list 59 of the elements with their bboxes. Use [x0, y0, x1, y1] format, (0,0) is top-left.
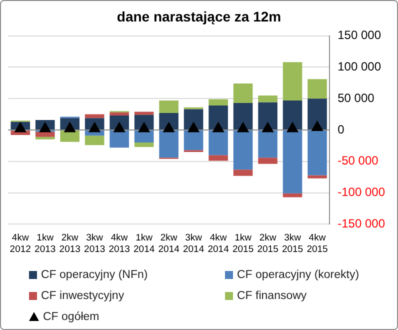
x-tick-label: 2kw 2013 — [59, 232, 80, 255]
bar — [233, 84, 253, 103]
x-tick-label: 1kw 2015 — [232, 232, 254, 255]
y-tick-label: 0 — [338, 122, 345, 136]
bar — [159, 100, 178, 114]
bar — [282, 100, 302, 130]
bar — [208, 155, 228, 161]
bar — [258, 130, 278, 158]
bar — [258, 95, 278, 102]
bar — [134, 130, 154, 143]
bar — [233, 102, 253, 130]
chart-title: dane narastające za 12m — [116, 8, 282, 24]
legend-label: CF operacyjny (korekty) — [237, 268, 360, 280]
x-tick-label: 4kw 2013 — [108, 232, 130, 255]
legend-label: CF inwestycyjny — [41, 290, 124, 302]
bar — [308, 130, 327, 176]
x-tick-label: 3kw 2013 — [84, 232, 106, 255]
bar — [308, 79, 327, 99]
bar — [258, 102, 278, 130]
x-tick-label: 3kw 2015 — [282, 232, 304, 255]
bar — [308, 175, 327, 178]
bar — [134, 142, 154, 147]
legend-label: CF operacyjny (NFn) — [41, 268, 148, 280]
bar — [84, 136, 104, 146]
y-tick-label: -150 000 — [338, 216, 386, 231]
x-tick-label: 4kw 2012 — [10, 232, 31, 255]
bar — [233, 170, 253, 176]
bar — [258, 158, 278, 164]
x-tick-label: 4kw 2015 — [306, 232, 328, 255]
x-tick-label: 2kw 2015 — [257, 232, 278, 255]
y-tick-label: 150 000 — [338, 28, 382, 42]
legend-label: CF finansowy — [237, 290, 307, 302]
bar — [35, 132, 55, 137]
x-tick-label: 1kw 2013 — [34, 232, 56, 255]
bar — [233, 130, 253, 170]
bar — [208, 106, 228, 130]
bar — [184, 130, 204, 150]
bar — [308, 98, 327, 130]
bar — [282, 130, 302, 194]
bar — [208, 130, 228, 156]
bar — [208, 99, 228, 106]
bar — [84, 114, 104, 118]
y-tick-label: -100 000 — [338, 185, 386, 200]
x-tick-label: 1kw 2014 — [134, 232, 155, 255]
x-tick-label: 2kw 2014 — [158, 232, 180, 255]
bar — [110, 112, 129, 116]
y-tick-label: 50 000 — [338, 90, 375, 105]
bar — [60, 130, 80, 142]
bar — [282, 193, 302, 198]
bar — [159, 130, 178, 158]
legend-label: CF ogółem — [43, 310, 100, 322]
x-tick-label: 3kw 2014 — [182, 232, 204, 255]
bar — [134, 112, 154, 115]
bar — [35, 136, 55, 140]
bar — [110, 130, 129, 148]
x-tick-label: 4kw 2014 — [208, 232, 229, 255]
y-tick-label: 100 000 — [338, 60, 382, 74]
y-tick-label: -50 000 — [338, 154, 379, 168]
bar — [282, 62, 302, 100]
